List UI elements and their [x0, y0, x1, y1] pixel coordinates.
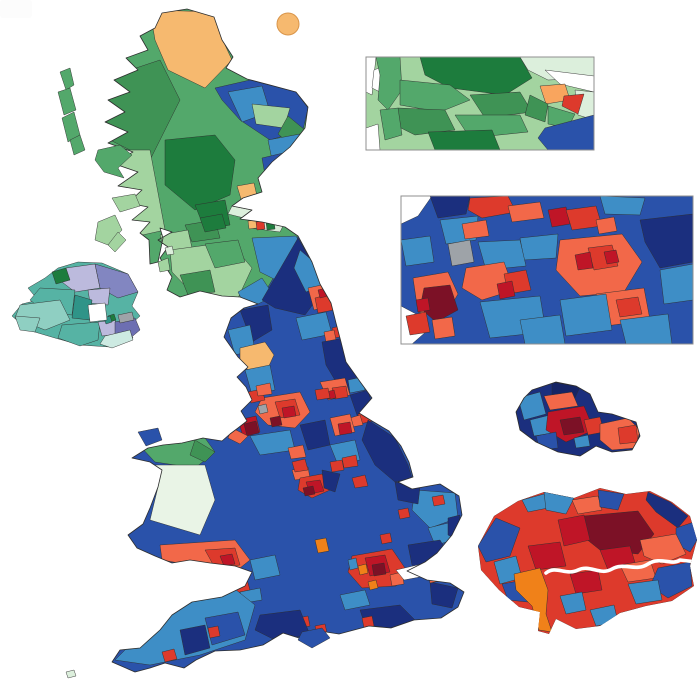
thames-river	[544, 558, 697, 575]
inset-greater-london	[478, 488, 697, 634]
inset-frame-central-scotland	[365, 56, 595, 151]
isle-of-wight	[297, 627, 331, 649]
inset-west-midlands	[516, 382, 640, 456]
scottish-islands	[57, 67, 175, 273]
england-area	[114, 237, 461, 666]
northern-ireland-area	[11, 261, 141, 349]
inset-frame-north-west-england	[400, 195, 694, 345]
anglesey-island	[137, 427, 163, 447]
corner-artifact	[0, 0, 32, 18]
northern-isles-circle-marker	[276, 12, 300, 36]
inset-north-west-england	[401, 196, 693, 344]
inset-central-scotland	[366, 57, 594, 150]
great-britain-coastline	[104, 8, 465, 673]
isles-of-scilly	[65, 669, 77, 679]
west-midlands-outline	[515, 381, 641, 457]
